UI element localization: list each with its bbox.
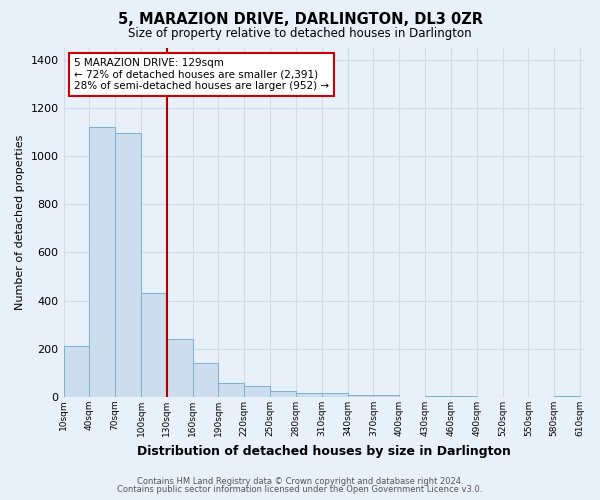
Bar bbox=[425, 396, 451, 397]
Bar bbox=[218, 382, 244, 397]
Bar bbox=[373, 394, 399, 397]
Text: Size of property relative to detached houses in Darlington: Size of property relative to detached ho… bbox=[128, 28, 472, 40]
Bar bbox=[270, 391, 296, 397]
Bar bbox=[451, 396, 477, 397]
Bar bbox=[141, 294, 167, 397]
Text: Contains HM Land Registry data © Crown copyright and database right 2024.: Contains HM Land Registry data © Crown c… bbox=[137, 477, 463, 486]
Bar bbox=[554, 396, 580, 397]
Bar bbox=[64, 346, 89, 397]
Bar bbox=[347, 394, 373, 397]
Bar bbox=[115, 133, 141, 397]
Bar bbox=[193, 364, 218, 397]
Bar bbox=[89, 127, 115, 397]
Text: Contains public sector information licensed under the Open Government Licence v3: Contains public sector information licen… bbox=[118, 485, 482, 494]
Bar bbox=[244, 386, 270, 397]
X-axis label: Distribution of detached houses by size in Darlington: Distribution of detached houses by size … bbox=[137, 444, 511, 458]
Text: 5, MARAZION DRIVE, DARLINGTON, DL3 0ZR: 5, MARAZION DRIVE, DARLINGTON, DL3 0ZR bbox=[118, 12, 482, 28]
Y-axis label: Number of detached properties: Number of detached properties bbox=[15, 134, 25, 310]
Bar bbox=[322, 394, 347, 397]
Text: 5 MARAZION DRIVE: 129sqm
← 72% of detached houses are smaller (2,391)
28% of sem: 5 MARAZION DRIVE: 129sqm ← 72% of detach… bbox=[74, 58, 329, 91]
Bar bbox=[167, 339, 193, 397]
Bar bbox=[296, 392, 322, 397]
